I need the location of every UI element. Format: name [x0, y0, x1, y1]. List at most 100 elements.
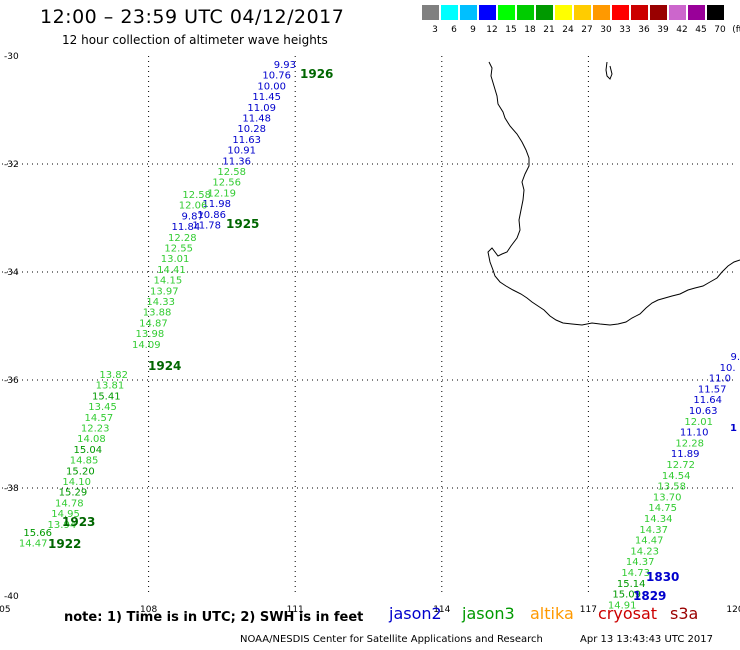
legend-label: 36 — [638, 25, 650, 35]
wave-height-reading: 14.85 — [70, 456, 99, 467]
satellite-jason3: jason3 — [462, 604, 515, 623]
legend-swatch — [555, 5, 572, 20]
wave-height-reading: 11.45 — [252, 92, 281, 103]
lon-tick-label: 120 — [726, 605, 740, 615]
wave-height-reading: 13.01 — [161, 254, 190, 265]
wave-height-reading: 13.97 — [150, 286, 179, 297]
wave-height-reading: 10.76 — [262, 71, 291, 82]
wave-height-reading: 14.23 — [630, 546, 659, 557]
legend-swatch — [612, 5, 629, 20]
wave-height-reading: 12.23 — [81, 424, 110, 435]
wave-height-reading: 11.48 — [242, 114, 271, 125]
wave-height-reading: 11.09 — [247, 103, 276, 114]
legend-label: 39 — [657, 25, 669, 35]
wave-height-reading: 11.57 — [698, 384, 727, 395]
legend-label: 45 — [695, 25, 707, 35]
legend-swatch — [688, 5, 705, 20]
wave-height-reading: 14.91 — [608, 600, 637, 611]
wave-height-reading: 11.63 — [232, 135, 261, 146]
pass-number-label: 1923 — [62, 515, 95, 529]
wave-height-reading: 14.09 — [132, 340, 161, 351]
wave-height-reading: 15.41 — [92, 391, 121, 402]
legend-label: 6 — [451, 25, 457, 35]
wave-height-reading: 12.28 — [168, 233, 197, 244]
wave-height-reading: 14.08 — [77, 434, 106, 445]
wave-height-reading: 13.82 — [99, 370, 128, 381]
legend-label: 24 — [562, 25, 574, 35]
legend-swatch — [593, 5, 610, 20]
wave-height-reading: 12.58 — [217, 167, 246, 178]
wave-height-reading: 11.64 — [693, 395, 722, 406]
wave-height-reading: 15.66 — [23, 528, 52, 539]
wave-height-reading: 14.33 — [146, 297, 175, 308]
wave-height-reading: 10.63 — [689, 406, 718, 417]
satellite-s3a: s3a — [670, 604, 699, 623]
pass-number-label: 1922 — [48, 537, 81, 551]
wave-height-reading: 13.94 — [48, 520, 77, 531]
legend-label: 27 — [581, 25, 593, 35]
footer-credit: NOAA/NESDIS Center for Satellite Applica… — [240, 634, 543, 645]
wave-height-reading: 11.36 — [222, 156, 251, 167]
wave-height-reading: 14.75 — [648, 503, 677, 514]
wave-height-reading: 15.20 — [66, 466, 95, 477]
pass-number-label: 1829 — [633, 589, 666, 603]
wave-height-reading: 12.19 — [207, 188, 236, 199]
legend-swatch — [460, 5, 477, 20]
wave-height-reading: 11.89 — [671, 449, 700, 460]
satellite-altika: altika — [530, 604, 574, 623]
page-title: 12:00 – 23:59 UTC 04/12/2017 — [40, 6, 345, 28]
wave-height-reading: 13.58 — [657, 482, 686, 493]
note-text: note: 1) Time is in UTC; 2) SWH is in fe… — [64, 610, 364, 625]
altimeter-passes: 9.9310.7610.0011.4511.0911.4810.2811.631… — [19, 60, 740, 611]
wave-height-reading: 14.37 — [639, 525, 668, 536]
wave-height-reading: 15.04 — [73, 445, 102, 456]
wave-height-reading: 12.72 — [666, 460, 695, 471]
legend-label: 18 — [524, 25, 536, 35]
legend-swatch — [536, 5, 553, 20]
wave-height-reading: 12.28 — [675, 438, 704, 449]
lat-tick-label: -40 — [4, 592, 19, 602]
lon-tick-label: 114 — [433, 605, 450, 615]
legend-swatch — [631, 5, 648, 20]
legend-swatch — [498, 5, 515, 20]
wave-height-reading: 10.28 — [237, 124, 266, 135]
legend-label: 15 — [505, 25, 517, 35]
wave-height-reading: 14.15 — [154, 276, 183, 287]
wave-height-reading: 15.29 — [59, 488, 88, 499]
wave-height-reading: 14.47 — [635, 536, 664, 547]
wave-height-reading: 12.06 — [179, 201, 208, 212]
lon-tick-label: 105 — [0, 605, 11, 615]
legend-label: 33 — [619, 25, 631, 35]
lat-tick-label: -36 — [4, 376, 19, 386]
legend-swatch — [707, 5, 724, 20]
wave-height-reading: 11.78 — [192, 221, 221, 232]
lat-tick-label: -32 — [4, 160, 19, 170]
lon-tick-label: 108 — [140, 605, 157, 615]
satellite-cryosat: cryosat — [598, 604, 658, 623]
wave-height-reading: 11.98 — [202, 199, 231, 210]
wave-height-reading: 10. — [720, 363, 736, 374]
wave-height-reading: 14.10 — [62, 477, 91, 488]
pass-number-label: 1924 — [148, 359, 181, 373]
legend-label: 21 — [543, 25, 555, 35]
wave-height-reading: 14.73 — [621, 568, 650, 579]
pass-number-label: 1926 — [300, 67, 333, 81]
wave-height-reading: 14.37 — [626, 557, 655, 568]
wave-height-reading: 14.54 — [662, 471, 691, 482]
island-outline — [605, 61, 613, 80]
legend-label: 9 — [470, 25, 476, 35]
legend-label: 70 — [714, 25, 726, 35]
wave-height-reading: 14.87 — [139, 318, 168, 329]
wave-height-reading: 9.87 — [182, 211, 204, 222]
lat-tick-label: -34 — [4, 268, 19, 278]
wave-height-reading: 9.93 — [274, 60, 296, 71]
wave-height-reading: 14.95 — [51, 509, 80, 520]
wave-height-reading: 10.00 — [257, 81, 286, 92]
legend-label: 30 — [600, 25, 612, 35]
edge-pass-marker: 1 — [730, 423, 737, 434]
pass-number-label: 1925 — [226, 217, 259, 231]
lat-tick-label: -38 — [4, 484, 19, 494]
legend-swatch — [669, 5, 686, 20]
wave-height-reading: 10.91 — [227, 146, 256, 157]
